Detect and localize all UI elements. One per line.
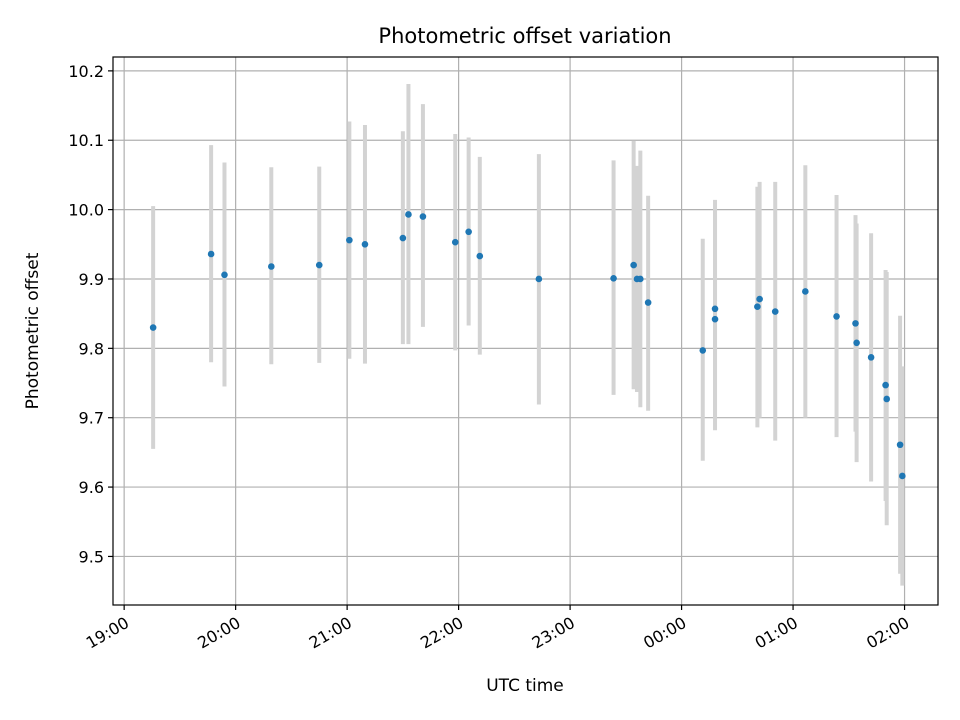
data-point <box>867 354 875 361</box>
data-point <box>802 288 809 295</box>
data-point <box>711 305 719 313</box>
data-point <box>451 238 459 246</box>
data-point <box>630 261 637 269</box>
data-point <box>221 271 228 279</box>
y-axis-ticks: 9.5 9.6 9.7 9.8 9.9 10.0 10.1 10.2 <box>68 62 113 566</box>
y-tick-label: 9.9 <box>79 270 104 289</box>
y-tick-label: 9.7 <box>79 409 104 428</box>
data-point <box>644 299 652 306</box>
data-point <box>882 381 889 389</box>
chart-title: Photometric offset variation <box>378 24 671 48</box>
data-point <box>852 320 859 327</box>
data-point <box>465 228 472 236</box>
gridlines <box>113 57 938 605</box>
y-axis-label: Photometric offset <box>23 252 43 409</box>
data-point <box>637 275 644 283</box>
data-point <box>476 252 484 260</box>
data-point <box>399 234 407 242</box>
plot-frame <box>112 56 939 606</box>
y-tick-label: 10.0 <box>68 201 104 220</box>
data-point <box>711 315 719 323</box>
data-point <box>315 261 323 269</box>
data-point <box>853 339 860 347</box>
data-point <box>699 347 707 354</box>
y-tick-label: 9.8 <box>79 339 104 358</box>
y-tick-label: 10.1 <box>68 131 104 150</box>
data-point <box>610 274 617 282</box>
data-point <box>756 295 763 303</box>
data-point <box>361 240 369 248</box>
data-point <box>896 441 904 449</box>
y-tick-label: 10.2 <box>68 62 104 81</box>
data-point <box>207 250 215 258</box>
data-point <box>754 303 761 311</box>
data-point <box>771 308 779 315</box>
data-points <box>149 211 906 480</box>
y-tick-label: 9.6 <box>79 478 104 497</box>
data-point <box>899 472 906 480</box>
data-point <box>268 263 275 270</box>
y-tick-label: 9.5 <box>79 547 104 566</box>
data-point <box>419 213 427 220</box>
data-point <box>405 211 412 218</box>
data-point <box>346 236 353 244</box>
data-point <box>149 324 157 331</box>
data-point <box>833 313 840 320</box>
x-axis-label: UTC time <box>486 676 564 696</box>
data-point <box>535 275 543 283</box>
data-point <box>883 395 891 403</box>
